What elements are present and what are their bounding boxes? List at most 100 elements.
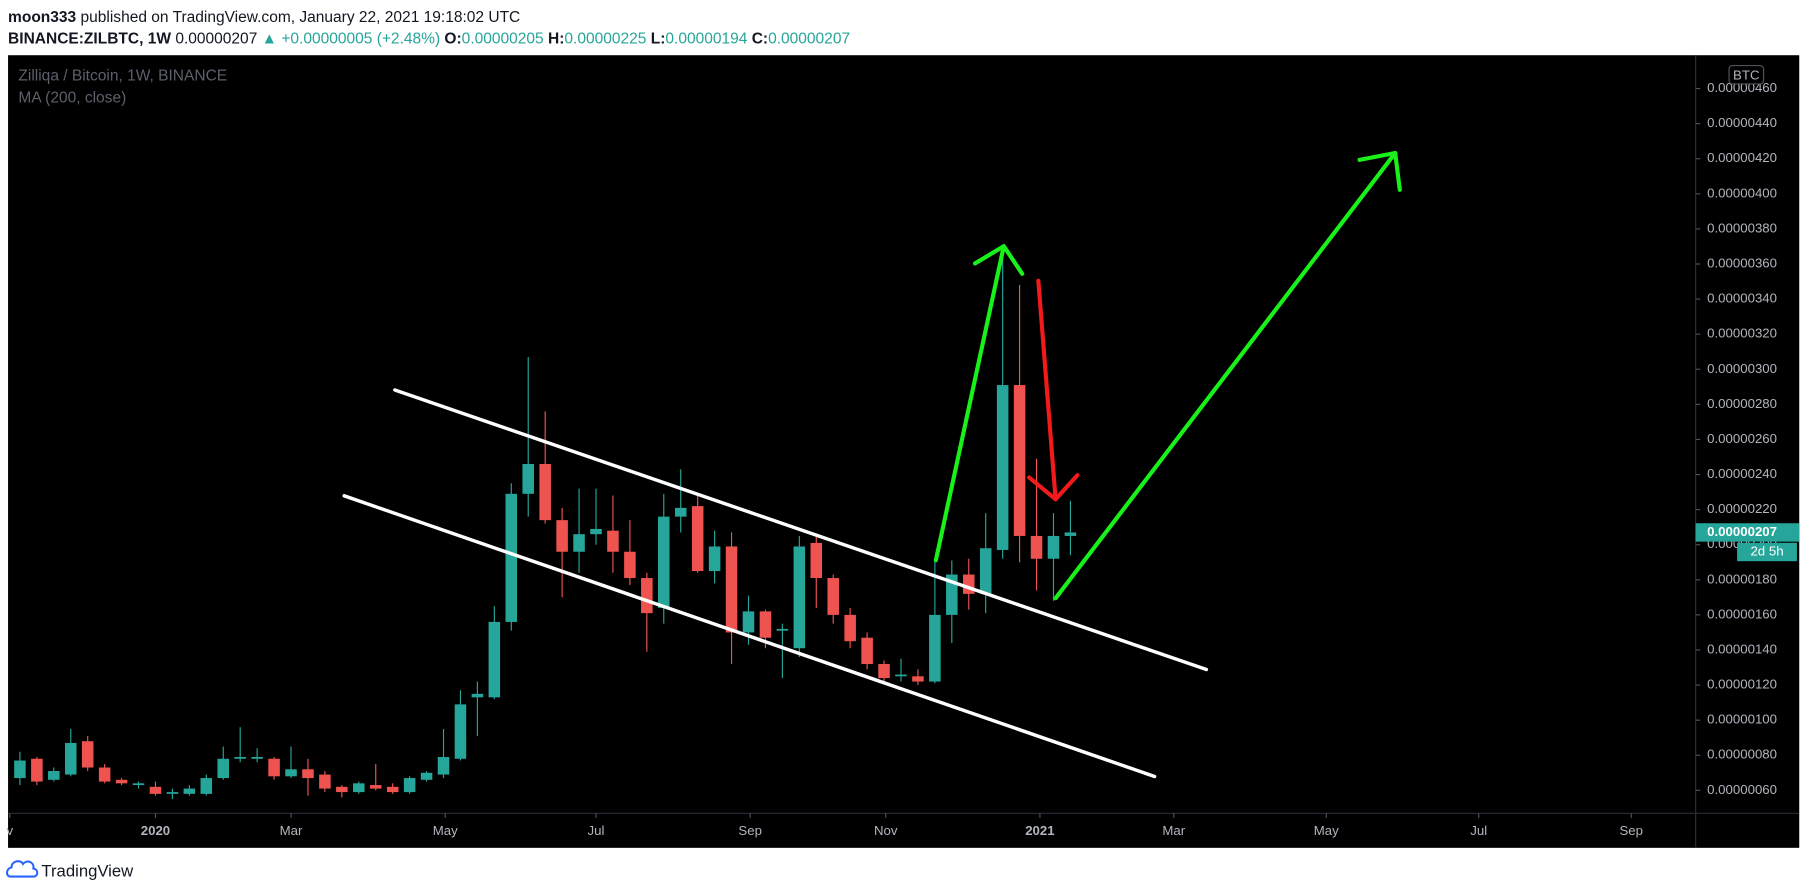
candle-body — [573, 534, 585, 552]
y-tick-label: 0.00000280 — [1707, 396, 1777, 411]
drawings — [342, 150, 1402, 779]
y-tick-label: 0.00000060 — [1707, 782, 1777, 797]
x-tick-label: 2020 — [141, 823, 170, 838]
price: 0.00000207 — [175, 31, 257, 48]
candle-body — [471, 693, 484, 698]
candle-body — [895, 674, 907, 677]
currency-box — [1728, 64, 1765, 85]
candle-body — [810, 542, 823, 579]
brand: TradingView — [6, 860, 134, 881]
y-tick-label: 0.00000220 — [1707, 501, 1777, 516]
arrow-head — [1027, 473, 1080, 502]
candle-body — [403, 778, 416, 793]
y-tick-label: 0.00000300 — [1707, 361, 1777, 376]
x-tick-label: Mar — [280, 823, 303, 838]
candle-body — [81, 741, 94, 768]
arrow-head — [972, 244, 1025, 276]
y-tick-label: 0.00000240 — [1707, 466, 1777, 481]
y-tick-label: 0.00000440 — [1707, 115, 1777, 130]
candle-body — [522, 464, 534, 494]
candle-body — [488, 621, 501, 698]
ohlc-label: L: — [651, 31, 666, 48]
candle-body — [386, 786, 399, 793]
ohlc-label: C: — [752, 31, 768, 48]
candle-body — [979, 548, 992, 594]
candle-body — [149, 786, 162, 794]
candle-body — [691, 506, 704, 572]
candle-body — [200, 778, 213, 794]
channel-upper — [393, 388, 1209, 672]
candle-body — [234, 757, 246, 759]
candle-body — [658, 516, 670, 608]
candle-body — [793, 546, 806, 649]
x-tick-label: 2021 — [1025, 823, 1054, 838]
candle-body — [624, 551, 636, 579]
candle-body — [776, 628, 789, 631]
candle-body — [268, 758, 280, 777]
candle-body — [878, 664, 890, 679]
candle-body — [641, 578, 653, 614]
candle-body — [725, 546, 738, 633]
y-tick-label: 0.00000140 — [1707, 641, 1777, 656]
published: published on TradingView.com, January 22… — [81, 9, 521, 26]
candle-body — [98, 767, 111, 782]
y-tick-label: 0.00000260 — [1707, 431, 1777, 446]
chart-panel — [8, 55, 1800, 848]
arrow-up — [933, 244, 1006, 563]
candle-body — [929, 614, 941, 682]
arrow-head — [1357, 150, 1402, 192]
candle-body — [674, 507, 687, 517]
axis-overlay: BTC 0.00000207 2d 5h — [1695, 64, 1800, 562]
plot: 0.00000060 0.00000080 0.00000100 0.00000120… — [6, 80, 1777, 838]
candle-body — [132, 783, 145, 786]
y-tick-label: 0.00000340 — [1707, 291, 1777, 306]
publish-line: moon333 published on TradingView.com, Ja… — [8, 9, 520, 26]
candle-body — [64, 742, 77, 775]
candle-body — [369, 785, 382, 789]
candle-body — [539, 464, 551, 521]
x-tick-label: Nov — [874, 823, 898, 838]
candle-body — [759, 611, 772, 638]
candle-body — [14, 760, 26, 779]
candle-body — [1064, 532, 1077, 536]
candle-body — [505, 493, 518, 622]
candle-body — [48, 771, 60, 780]
y-tick-label: 0.00000360 — [1707, 256, 1777, 271]
chart-title: Zilliqa / Bitcoin, 1W, BINANCE — [18, 68, 227, 85]
price-label-box — [1695, 523, 1800, 542]
candle-body — [1013, 385, 1026, 536]
x-tick-label: May — [433, 823, 458, 838]
y-tick-label: 0.00000420 — [1707, 150, 1777, 165]
indicator-label: MA (200, close) — [18, 89, 126, 106]
candle-body — [319, 774, 331, 789]
candle-body — [217, 758, 230, 779]
brand-logo — [6, 860, 39, 878]
candle-body — [336, 786, 348, 793]
candle-body — [31, 758, 43, 782]
y-tick-label: 0.00000400 — [1707, 185, 1777, 200]
candle-body — [912, 676, 924, 682]
x-tick-label: Jul — [588, 823, 605, 838]
channel-lower — [342, 494, 1157, 779]
y-tick-label: 0.00000120 — [1707, 677, 1777, 692]
candle-body — [827, 578, 839, 615]
x-tick-label: Sep — [738, 823, 762, 838]
ohlc-value: 0.00000194 — [665, 31, 747, 48]
candle-body — [285, 769, 297, 777]
arrow-down — [1036, 278, 1058, 502]
candle-body — [996, 385, 1009, 550]
ohlc-label: H: — [548, 31, 564, 48]
countdown-box — [1737, 542, 1797, 562]
candle-body — [183, 788, 196, 794]
candle-body — [251, 757, 263, 759]
candle-body — [861, 637, 873, 665]
y-tick-label: 0.00000380 — [1707, 220, 1777, 235]
x-tick-label: v — [6, 823, 13, 838]
x-tick-label: Sep — [1619, 823, 1643, 838]
ohlc-value: 0.00000225 — [564, 31, 646, 48]
currency-label: BTC — [1733, 67, 1760, 82]
ohlc-value: 0.00000205 — [462, 31, 544, 48]
change-arrow: ▲ — [262, 31, 277, 48]
candle-body — [844, 614, 856, 642]
